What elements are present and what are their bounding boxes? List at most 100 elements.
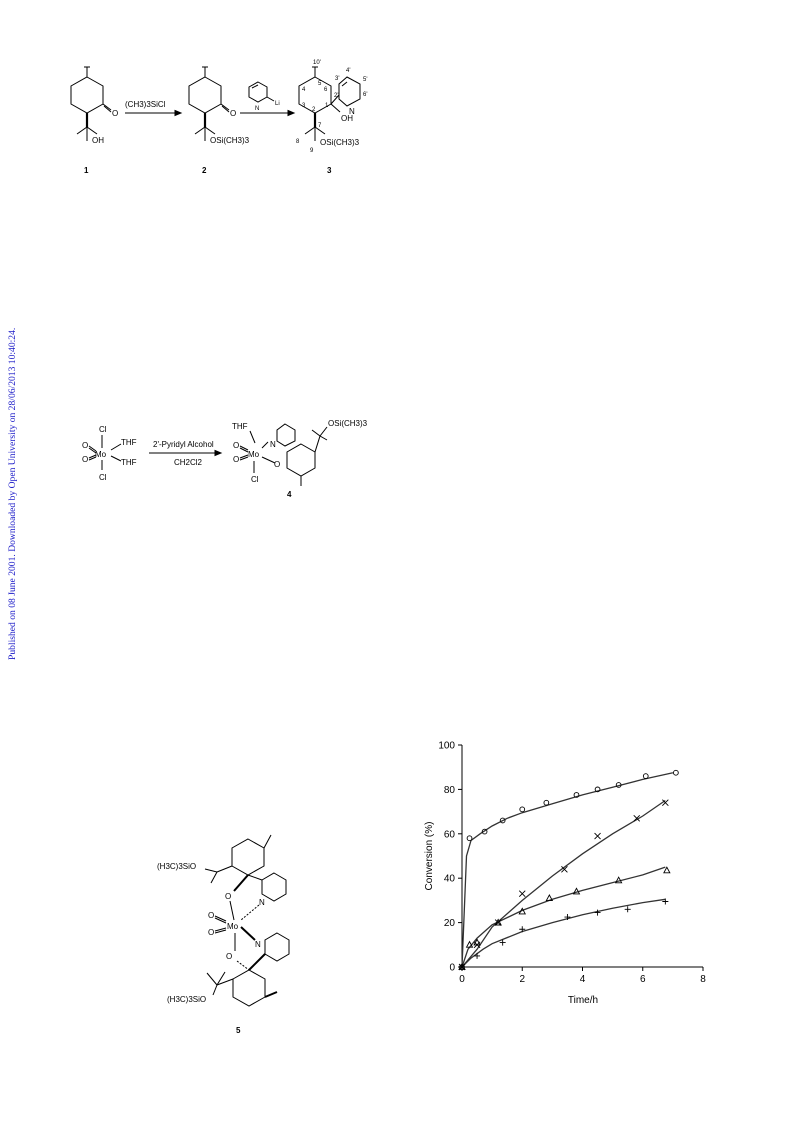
data-point-plus-7 xyxy=(662,898,669,905)
c6-label: 6 xyxy=(324,87,328,93)
data-point-plus-0 xyxy=(459,964,465,970)
product-silyl-ether: OSi(CH3)3 xyxy=(328,419,368,428)
data-point-circle-7 xyxy=(594,786,601,793)
data-point-circle-5 xyxy=(543,799,550,806)
compound-3-label: 3 xyxy=(327,166,332,175)
data-point-circle-9 xyxy=(642,773,649,779)
compound-5-label: 5 xyxy=(236,1026,241,1035)
x-tick-label-4: 8 xyxy=(700,974,706,985)
reagent-trimethylsilyl-chloride: (CH3)3SiCl xyxy=(125,100,166,109)
scheme-2: Cl O O Mo THF THF Cl 2'-Pyridyl Alcohol … xyxy=(82,419,368,499)
bottom-silyl-ether: (H3C)3SiO xyxy=(167,995,206,1004)
x-tick-label-3: 6 xyxy=(640,974,646,985)
product-oxo-2: O xyxy=(233,455,239,464)
compound-1-structure xyxy=(70,66,112,141)
compound-2-silyl-ether: OSi(CH3)3 xyxy=(210,136,250,145)
data-point-circle-10 xyxy=(673,769,679,776)
y-tick-label-1: 20 xyxy=(444,918,456,929)
top-silyl-ether: (H3C)3SiO xyxy=(157,862,196,871)
c9-label: 9 xyxy=(310,148,314,154)
data-point-triangle-4 xyxy=(518,907,527,915)
x-tick-label-2: 4 xyxy=(580,974,586,985)
fit-curve-plus xyxy=(461,898,666,968)
data-point-triangle-1 xyxy=(465,940,474,948)
reactant-oxo-2: O xyxy=(82,455,88,464)
arrow-2-head xyxy=(287,109,296,117)
product-alkoxide-o: O xyxy=(274,460,280,469)
compound-2-structure xyxy=(188,66,230,141)
data-point-plus-2 xyxy=(499,939,506,946)
data-point-plus-6 xyxy=(624,906,631,913)
data-point-triangle-7 xyxy=(614,876,623,884)
c7-label: 7 xyxy=(318,123,322,129)
y-tick-label-2: 40 xyxy=(444,874,456,885)
reactant-thf-1: THF xyxy=(121,438,137,447)
molybdenum: Mo xyxy=(227,922,239,931)
x-axis-label: Time/h xyxy=(568,995,598,1006)
data-point-triangle-5 xyxy=(545,894,554,902)
compound-1-ketone-o: O xyxy=(112,109,118,118)
data-point-circle-2 xyxy=(481,828,488,835)
download-note: Published on 08 June 2001. Downloaded by… xyxy=(5,290,19,660)
c3-label: 3 xyxy=(302,103,306,109)
data-point-plus-3 xyxy=(519,926,526,933)
data-point-x-4 xyxy=(561,866,568,873)
reactant-cl-bottom: Cl xyxy=(99,473,107,482)
arrow-3-head xyxy=(214,449,223,457)
reagent-lithium: Li xyxy=(275,101,280,107)
x-tick-label-0: 0 xyxy=(459,974,465,985)
data-point-plus-4 xyxy=(564,914,571,921)
data-point-plus-5 xyxy=(594,909,601,916)
compound-2-label: 2 xyxy=(202,166,207,175)
c4p-label: 4' xyxy=(346,68,350,74)
oxo-2: O xyxy=(208,928,214,937)
reactant-thf-2: THF xyxy=(121,458,137,467)
x-tick-label-1: 2 xyxy=(519,974,525,985)
compound-1-label: 1 xyxy=(84,166,89,175)
c2-label: 2 xyxy=(312,107,316,113)
reagent-pyridine-n: N xyxy=(255,106,259,112)
c6p-label: 6' xyxy=(363,92,367,98)
reagent-dichloromethane: CH2Cl2 xyxy=(174,458,203,467)
data-point-x-3 xyxy=(518,890,526,898)
data-point-triangle-2 xyxy=(473,938,481,946)
data-point-circle-1 xyxy=(466,835,473,842)
y-tick-label-5: 100 xyxy=(438,741,455,752)
data-point-circle-8 xyxy=(615,782,622,788)
bottom-pyridine-n: N xyxy=(255,940,261,949)
arrow-1-head xyxy=(174,109,183,117)
compound-3-silyl-ether: OSi(CH3)3 xyxy=(320,138,360,147)
compound-1-oh: OH xyxy=(92,136,104,145)
data-point-triangle-3 xyxy=(494,918,502,926)
y-tick-label-4: 80 xyxy=(444,785,456,796)
structure-5: (H3C)3SiO N O O O Mo N O (H3C)3SiO 5 xyxy=(157,834,290,1035)
bottom-alkoxide-o: O xyxy=(226,952,232,961)
data-point-triangle-6 xyxy=(572,887,581,895)
c5-label: 5 xyxy=(318,81,322,87)
c8-label: 8 xyxy=(296,139,300,145)
c5p-label: 5' xyxy=(363,77,367,83)
fit-curve-triangle xyxy=(461,866,666,968)
product-pyridine-n: N xyxy=(270,440,276,449)
pyridyl-lithium-reagent xyxy=(248,81,275,103)
compound-2-ketone-o: O xyxy=(230,109,236,118)
fit-curve-x xyxy=(461,799,666,968)
top-pyridine-n: N xyxy=(259,898,265,907)
data-point-plus-1 xyxy=(474,952,481,959)
compound-4-label: 4 xyxy=(287,490,292,499)
product-cl: Cl xyxy=(251,475,259,484)
compound-3-pyridine-n: N xyxy=(349,107,355,116)
data-point-triangle-8 xyxy=(663,866,671,874)
oxo-1: O xyxy=(208,911,214,920)
reactant-oxo-1: O xyxy=(82,441,88,450)
data-point-circle-3 xyxy=(499,817,506,824)
compound-3-oh: OH xyxy=(341,114,353,123)
download-note-text: Published on 08 June 2001. Downloaded by… xyxy=(7,327,18,660)
reactant-mo: Mo xyxy=(95,450,107,459)
reactant-cl-top: Cl xyxy=(99,425,107,434)
data-point-circle-4 xyxy=(519,806,526,813)
product-oxo-1: O xyxy=(233,441,239,450)
c4-label: 4 xyxy=(302,87,306,93)
product-thf: THF xyxy=(232,422,248,431)
fit-curve-circle xyxy=(461,772,674,968)
